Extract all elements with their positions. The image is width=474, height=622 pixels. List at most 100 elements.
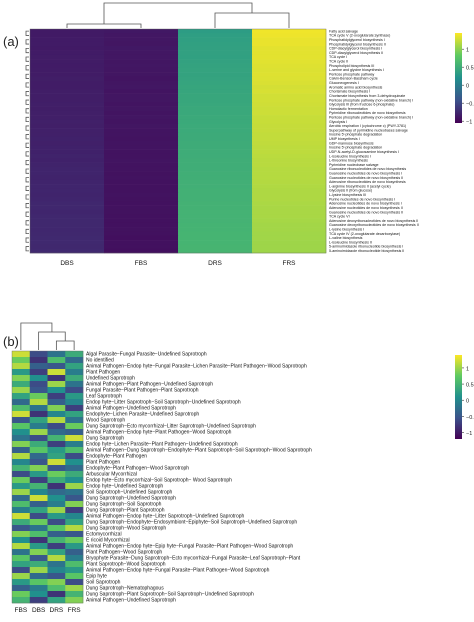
panel-b-cell [47, 501, 66, 508]
panel-b-cell [29, 363, 48, 370]
panel-a-cell [30, 248, 105, 254]
panel-b-cell [65, 501, 84, 508]
panel-b-cell [65, 453, 84, 460]
panel-a-cell [252, 179, 327, 185]
panel-a-colorbar [455, 33, 462, 123]
panel-b-cell [47, 585, 66, 592]
panel-b-cell [29, 423, 48, 430]
panel-b-letter: (b) [3, 334, 19, 349]
panel-a-cell [104, 136, 179, 142]
panel-b-cell [47, 441, 66, 448]
panel-a-cell [30, 179, 105, 185]
panel-a-cell [252, 37, 327, 43]
panel-a-row-label: Adenosine nucleotides de novo biosynthes… [329, 206, 403, 210]
panel-a-column-label: DRS [208, 260, 222, 267]
panel-b-cell [47, 363, 66, 370]
panel-a-dendrogram-branch [25, 108, 29, 114]
panel-a-cell [252, 33, 327, 38]
panel-a-cell [30, 50, 105, 56]
panel-b-cell [12, 513, 31, 520]
panel-a-cell [104, 123, 179, 129]
panel-b-cell [65, 459, 84, 466]
panel-a-cell [30, 166, 105, 172]
panel-a-dendrogram-branch [25, 99, 29, 105]
panel-b-cell [29, 369, 48, 376]
panel-b-column-label: DRS [50, 607, 64, 614]
panel-a-dendrogram-branch [25, 246, 29, 252]
panel-a-cell [252, 214, 327, 219]
panel-b-cell [12, 495, 31, 502]
panel-a-cell [178, 119, 253, 125]
panel-b-cell [47, 579, 66, 586]
panel-a-cell [252, 97, 327, 103]
panel-a-cell [252, 41, 327, 47]
panel-a-cell [30, 72, 105, 77]
panel-a-cell [104, 244, 179, 249]
panel-a-cell [30, 97, 105, 103]
panel-b-cell [65, 531, 84, 538]
panel-a-cell [178, 231, 253, 237]
panel-a-cell [178, 141, 253, 146]
panel-a-cell [104, 33, 179, 38]
panel-b-cell [47, 405, 66, 412]
panel-b-cell [12, 525, 31, 532]
panel-a-cell [30, 76, 105, 81]
panel-b-row-label: Dung Saprotroph−Endophyte−Endosymbiont−E… [86, 520, 297, 526]
panel-b-row-label: Dung Saprotroph−Ecto mycorrhizal−Litter … [86, 424, 256, 430]
panel-a-dendrogram-branch [25, 125, 29, 131]
panel-a-cell [178, 37, 253, 43]
panel-a-dendrogram-branch [25, 73, 29, 79]
panel-b-cell [12, 351, 31, 358]
panel-a-cell [178, 85, 253, 90]
panel-b-cell [47, 483, 66, 490]
panel-b-row-label: Wood Saprotroph [86, 418, 125, 424]
panel-a-cell [104, 41, 179, 47]
panel-b-cell [12, 567, 31, 574]
panel-b-cell [29, 435, 48, 442]
panel-b-cell [29, 507, 48, 514]
panel-b-cell [65, 357, 84, 364]
panel-b-cell [12, 375, 31, 382]
panel-a-cell [178, 33, 253, 38]
panel-a-cell [252, 153, 327, 159]
panel-a-cell [104, 102, 179, 107]
panel-b-colorbar [455, 355, 462, 439]
panel-b-cell [29, 573, 48, 580]
panel-b-cell [65, 537, 84, 544]
panel-b-cell [65, 405, 84, 412]
panel-a-cell [252, 231, 327, 237]
panel-b-cell [12, 423, 31, 430]
panel-a-cell [104, 72, 179, 77]
panel-a-cell [178, 235, 253, 241]
panel-a-dendrogram-branch [25, 39, 29, 45]
panel-a-cell [252, 128, 327, 133]
panel-b-cell [12, 501, 31, 508]
panel-a-cell [30, 128, 105, 133]
panel-b-cell [65, 585, 84, 592]
panel-b-cell [29, 447, 48, 454]
panel-a-cell [104, 145, 179, 150]
panel-a-letter: (a) [3, 34, 19, 49]
panel-a-cell [30, 63, 105, 69]
panel-b-cell [12, 555, 31, 562]
panel-a-frame [29, 28, 327, 254]
panel-a-row-label: L-serine and glycine biosynthesis I [329, 68, 384, 72]
panel-b-cell [12, 393, 31, 400]
panel-a-cell [178, 192, 253, 198]
panel-b-cell [12, 489, 31, 496]
panel-a-row-label: Adenosine nucleotides de novo biosynthes… [329, 202, 402, 206]
panel-a-cell [30, 93, 105, 99]
panel-a-row-label: 5-aminoimidazole ribonucleotide biosynth… [329, 245, 403, 249]
panel-a-cell [30, 123, 105, 129]
panel-a-cell [30, 89, 105, 94]
panel-a-cell [30, 136, 105, 142]
panel-a-cell [178, 222, 253, 228]
panel-b-cell [29, 411, 48, 418]
panel-b-cell [47, 465, 66, 472]
panel-a-row-label: Aerobic respiration I (cytochrome c) (PW… [329, 124, 406, 128]
panel-b-row-label: Animal Pathogen−Endop hyte−Litter Saprot… [86, 514, 245, 520]
panel-a-dendrogram-branch [25, 228, 29, 235]
panel-a-dendrogram-branch [25, 134, 29, 140]
panel-a-colorbar-tick-label: 0.5 [466, 66, 474, 72]
panel-b-cell [65, 597, 84, 604]
